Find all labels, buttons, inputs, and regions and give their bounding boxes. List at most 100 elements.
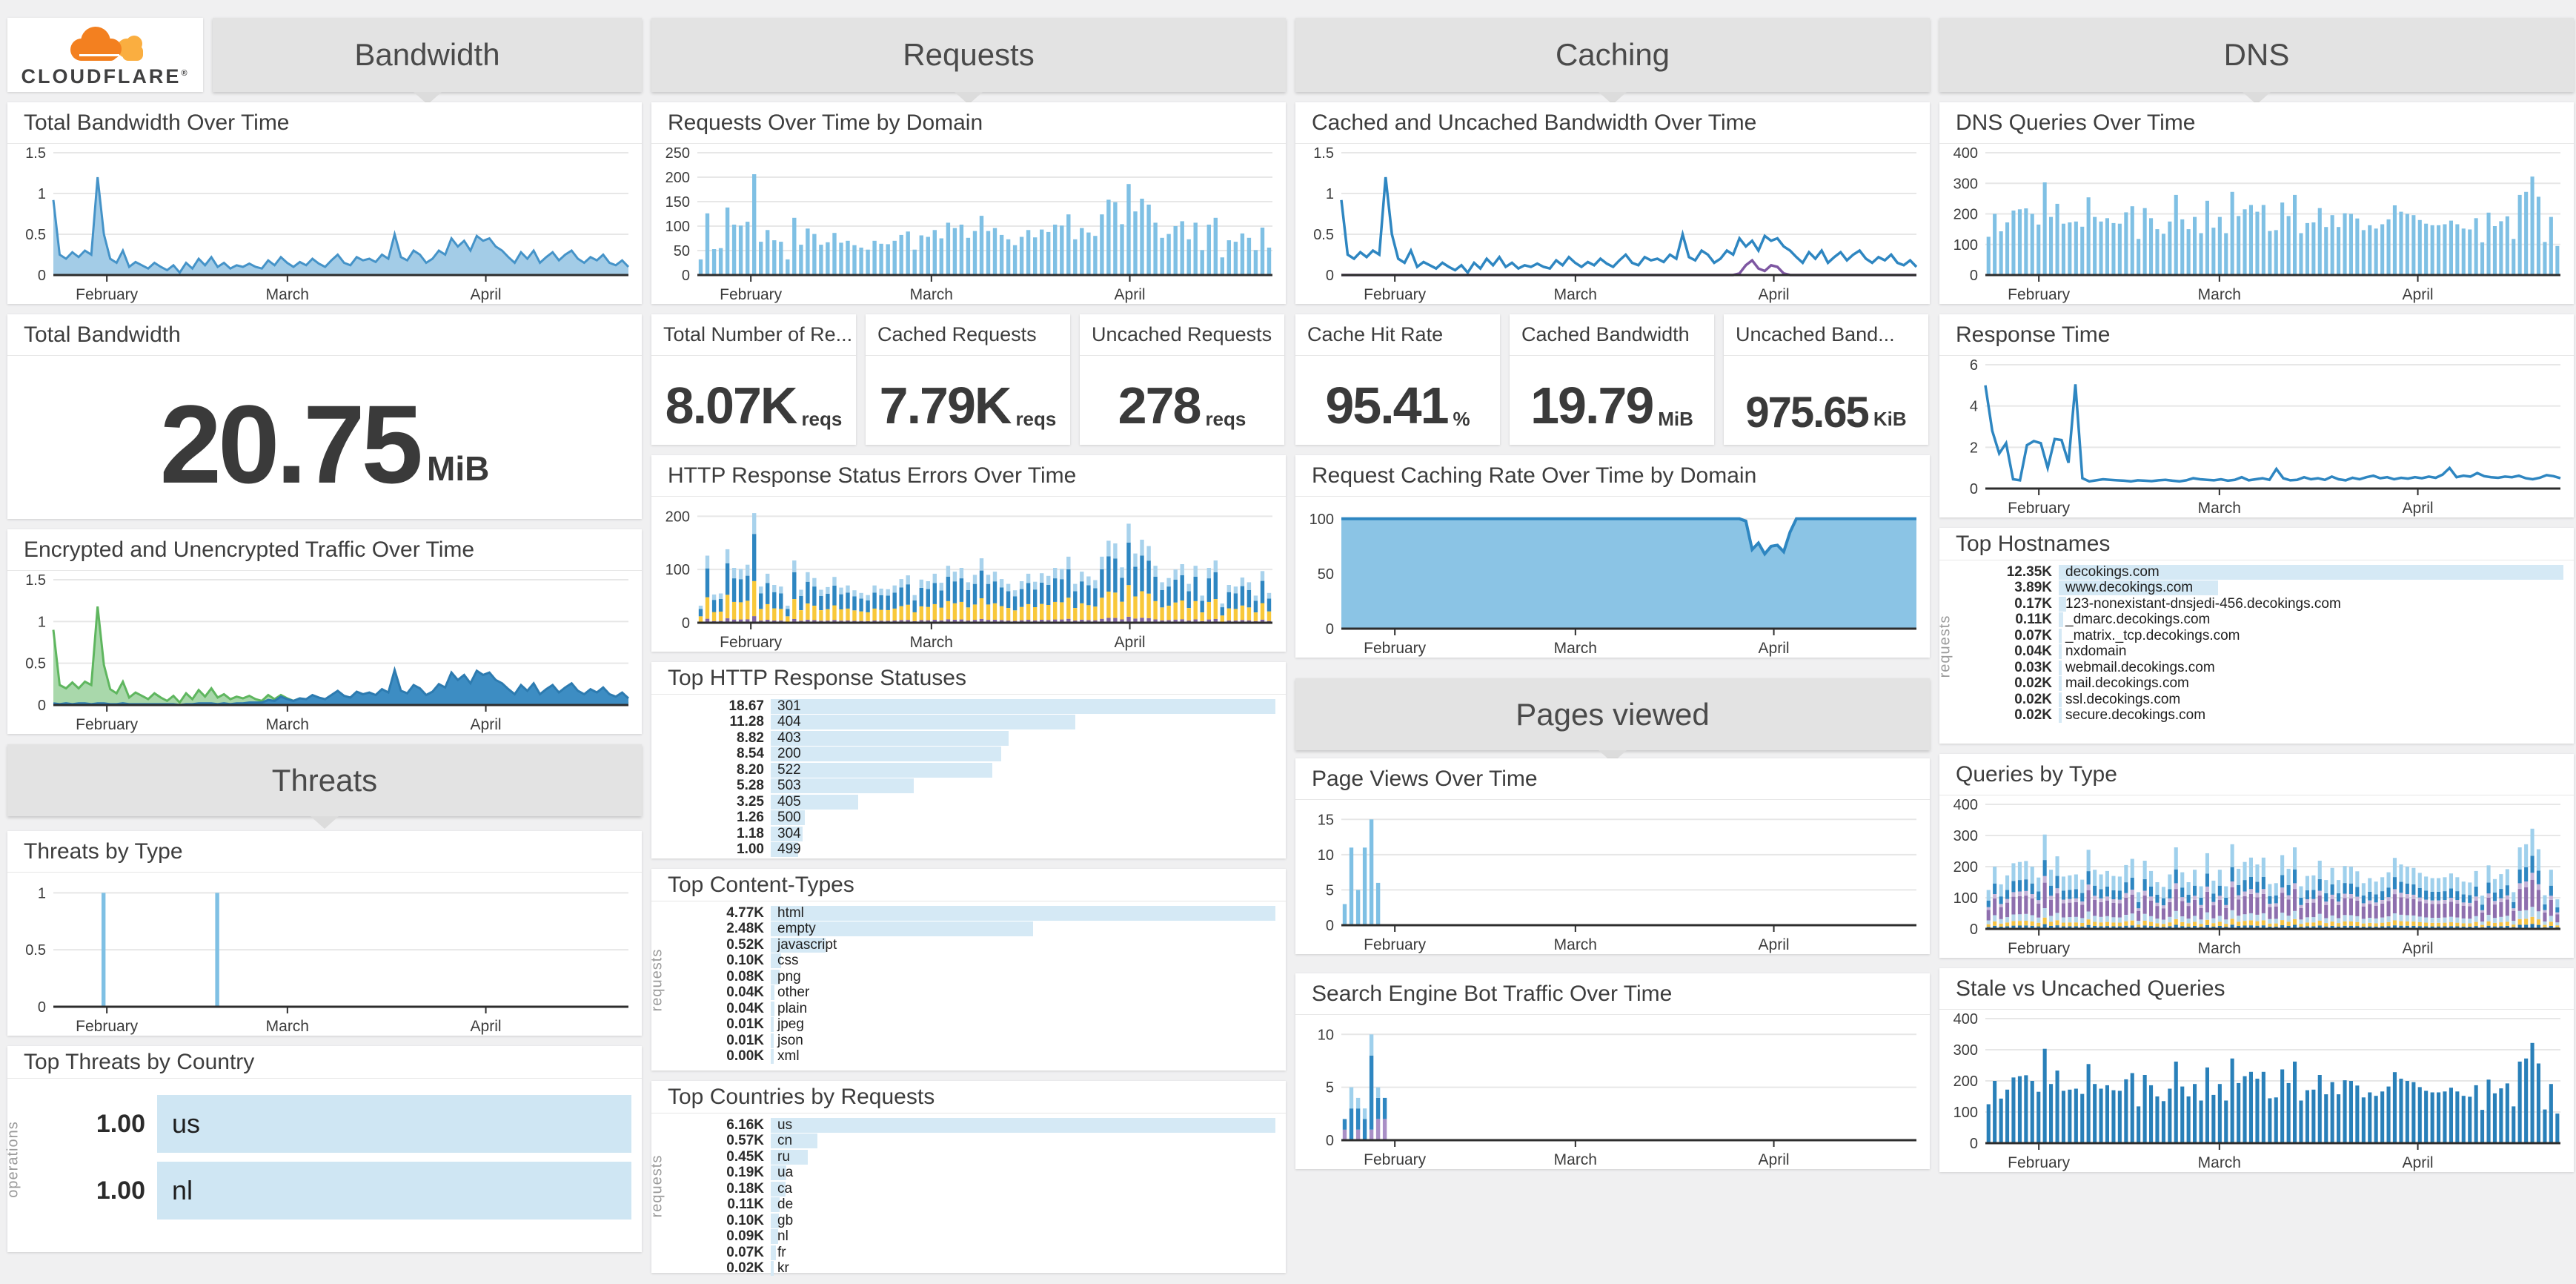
list-row-value: 1.00 xyxy=(96,1109,145,1138)
svg-text:0: 0 xyxy=(1326,1133,1334,1149)
svg-text:0: 0 xyxy=(1970,481,1978,497)
list-row-label: 301 xyxy=(777,698,801,714)
svg-text:0: 0 xyxy=(1970,921,1978,938)
list-row-value: 0.00K xyxy=(726,1048,764,1064)
list-row-bar xyxy=(771,921,1034,936)
svg-text:February: February xyxy=(76,716,139,733)
list-row: 0.04K nxdomain xyxy=(1969,643,2563,659)
panel-title: Page Views Over Time xyxy=(1295,758,1930,800)
list-row-bar xyxy=(771,1181,786,1197)
list-row-bar xyxy=(771,747,1002,761)
svg-text:200: 200 xyxy=(665,509,690,525)
stat-unit: MiB xyxy=(1658,408,1693,430)
panel-caching-rate: Request Caching Rate Over Time by Domain… xyxy=(1295,455,1930,658)
panel-cached-uncached-bandwidth: Cached and Uncached Bandwidth Over Time … xyxy=(1295,102,1930,304)
list-row-value: 18.67 xyxy=(728,698,764,714)
list-row-value: 0.01K xyxy=(726,1016,764,1032)
top-statuses-list: 18.67 301 11.28 404 8.82 403 8.54 200 8.20 522 5.2… xyxy=(651,695,1286,863)
svg-text:5: 5 xyxy=(1326,1080,1334,1096)
list-row-bar-track: 404 xyxy=(771,714,1275,729)
response-time-line-chart: 0 2 4 6 February March April xyxy=(1970,357,2561,517)
list-row-value: 0.19K xyxy=(726,1165,764,1180)
caching-stat-row: Cache Hit Rate 95.41% Cached Bandwidth 1… xyxy=(1295,314,1930,445)
svg-text:February: February xyxy=(720,286,783,303)
list-row-bar-track: 304 xyxy=(771,826,1275,841)
list-row-label: _dmarc.decokings.com xyxy=(2065,612,2211,627)
list-row-bar xyxy=(771,842,798,857)
top-content-types-list: 4.77K html 2.48K empty 0.52K javascript 0.10K c… xyxy=(651,901,1286,1070)
panel-title: Response Time xyxy=(1939,314,2574,356)
panel-title: Encrypted and Unencrypted Traffic Over T… xyxy=(7,529,642,571)
svg-text:300: 300 xyxy=(1953,176,1978,192)
list-row-bar xyxy=(2059,676,2062,691)
section-header-bandwidth: Bandwidth xyxy=(213,18,642,105)
list-row-value: 0.01K xyxy=(726,1032,764,1048)
list-row-label: html xyxy=(777,904,804,921)
list-row-value: 1.18 xyxy=(737,825,764,841)
list-row: 1.26 500 xyxy=(681,810,1275,825)
list-row-bar-track: empty xyxy=(771,921,1275,936)
panel-top-threats-by-country: Top Threats by Country operations 1.00 us… xyxy=(5,1046,642,1252)
list-row-bar-track: 499 xyxy=(771,841,1275,857)
list-row-value: 0.57K xyxy=(726,1133,764,1148)
list-row: 0.04K plain xyxy=(681,1001,1275,1016)
svg-text:February: February xyxy=(76,1018,139,1035)
list-row: 1.00 nl xyxy=(42,1162,631,1220)
list-row-value: 0.09K xyxy=(726,1228,764,1244)
panel-title: Top HTTP Response Statuses xyxy=(651,662,1286,695)
list-row-label: de xyxy=(777,1197,794,1212)
svg-text:0: 0 xyxy=(1970,1136,1978,1152)
list-row-value: 12.35K xyxy=(2006,563,2052,580)
list-row-bar xyxy=(771,715,1076,729)
stat-unit: reqs xyxy=(1205,408,1246,430)
list-row-bar-track: ru xyxy=(771,1149,1275,1165)
list-row: 0.07K _matrix._tcp.decokings.com xyxy=(1969,627,2563,643)
panel-threats-by-type: Threats by Type 0 0.5 1 February March April xyxy=(7,831,642,1036)
y-axis-label: requests xyxy=(648,1155,665,1218)
panel-title: Search Engine Bot Traffic Over Time xyxy=(1295,973,1930,1015)
list-row-bar-track: mail.decokings.com xyxy=(2059,675,2563,691)
list-row-value: 3.89K xyxy=(2014,580,2052,595)
list-row: 0.01K json xyxy=(681,1033,1275,1048)
column-dns: DNS DNS Queries Over Time 0 100 200 300 400 F… xyxy=(1937,18,2574,1283)
list-row-label: 123-nonexistant-dnsjedi-456.decokings.co… xyxy=(2065,595,2341,612)
section-header-caching: Caching xyxy=(1295,18,1930,105)
svg-text:February: February xyxy=(1364,936,1427,953)
list-row-bar-track: fr xyxy=(771,1245,1275,1260)
panel-dns-queries: DNS Queries Over Time 0 100 200 300 400 Febru… xyxy=(1939,102,2574,304)
svg-text:March: March xyxy=(1554,936,1597,953)
svg-text:February: February xyxy=(720,634,783,651)
svg-text:March: March xyxy=(2198,940,2241,957)
svg-text:April: April xyxy=(1115,634,1146,651)
list-row-value: 1.00 xyxy=(96,1176,145,1205)
list-row: 3.89K www.decokings.com xyxy=(1969,580,2563,595)
list-row-value: 2.48K xyxy=(726,921,764,936)
list-row-value: 0.07K xyxy=(2014,627,2052,643)
svg-text:April: April xyxy=(471,286,502,303)
list-row-value: 4.77K xyxy=(726,904,764,921)
list-row: 0.01K jpeg xyxy=(681,1016,1275,1032)
panel-bot-traffic: Search Engine Bot Traffic Over Time 0 5 10… xyxy=(1295,973,1930,1169)
svg-text:5: 5 xyxy=(1326,882,1334,899)
top-countries-list: 6.16K us 0.57K cn 0.45K ru 0.19K ua 0.18K ca 0.11K… xyxy=(651,1113,1286,1282)
list-row-label: 522 xyxy=(777,761,801,778)
svg-text:April: April xyxy=(2403,940,2434,957)
list-row: 5.28 503 xyxy=(681,778,1275,793)
list-row: 0.09K nl xyxy=(681,1228,1275,1244)
svg-text:0: 0 xyxy=(38,268,46,284)
svg-text:200: 200 xyxy=(1953,1073,1978,1090)
list-row-bar xyxy=(2059,644,2062,659)
svg-text:1.5: 1.5 xyxy=(1313,145,1334,162)
svg-text:0.5: 0.5 xyxy=(25,656,46,672)
cloudflare-logo: CLOUDFLARE® xyxy=(7,18,203,92)
list-row-bar-track: ca xyxy=(771,1180,1275,1197)
page-views-bar-chart: 0 5 10 15 February March April xyxy=(1318,812,1916,953)
svg-text:100: 100 xyxy=(1953,1105,1978,1121)
list-row: 0.57K cn xyxy=(681,1133,1275,1148)
registered-mark: ® xyxy=(181,69,190,78)
list-row: 0.08K png xyxy=(681,969,1275,984)
panel-title: Top Threats by Country xyxy=(7,1046,642,1079)
list-row-bar xyxy=(771,1134,818,1148)
list-row-label: ca xyxy=(777,1180,793,1197)
